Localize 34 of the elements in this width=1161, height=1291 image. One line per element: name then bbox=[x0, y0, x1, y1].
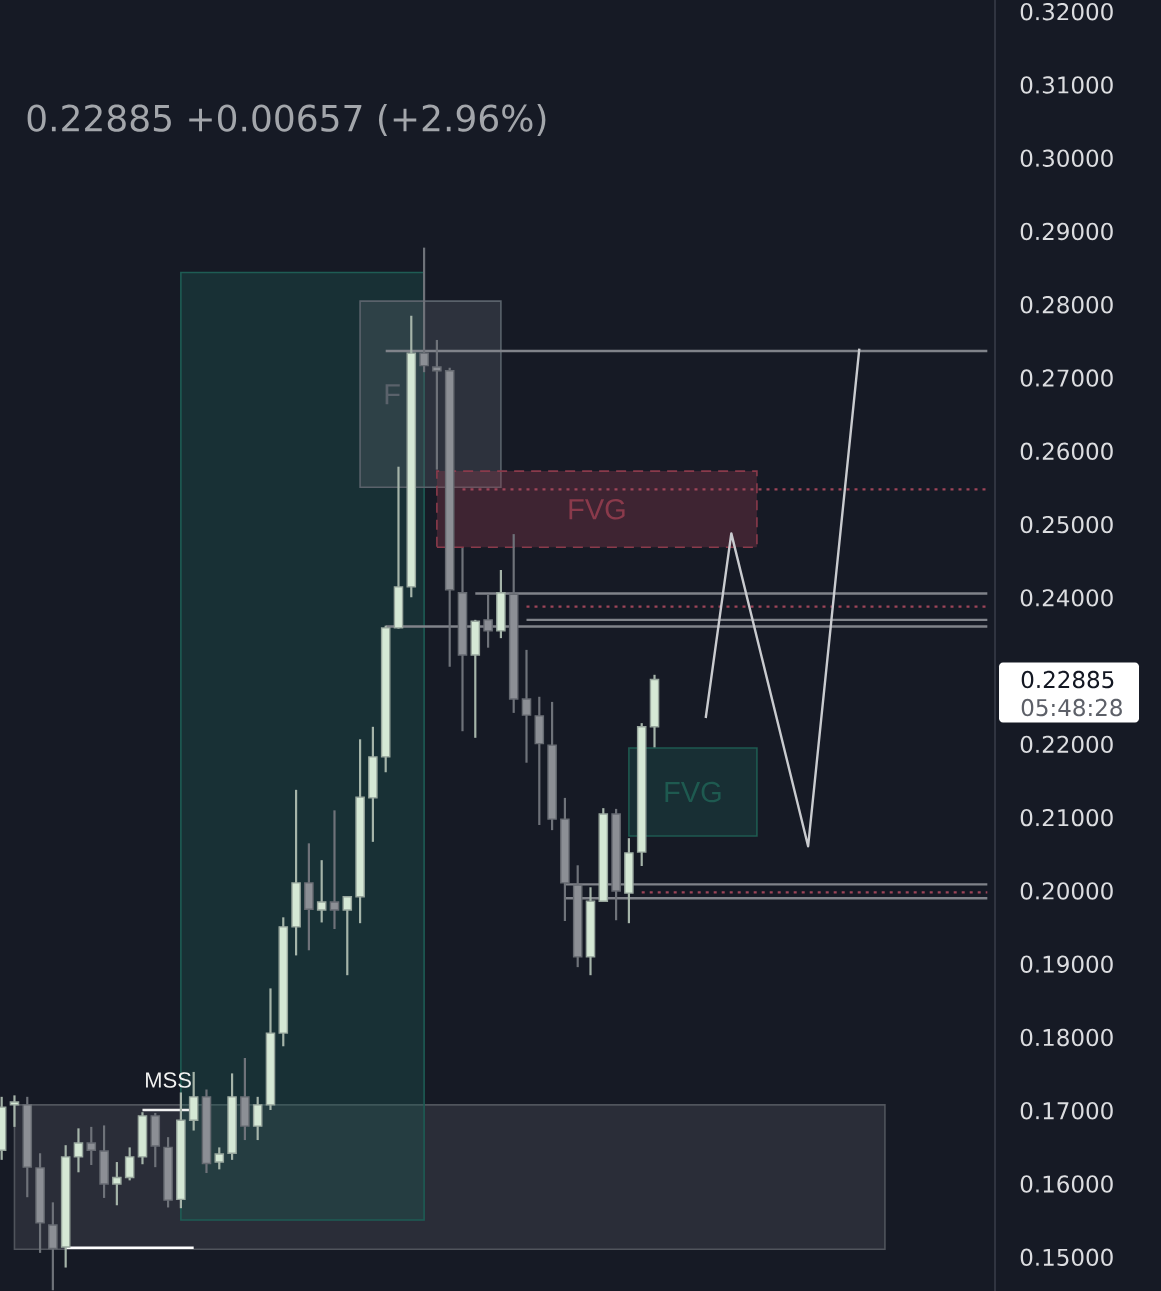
y-tick-label: 0.21000 bbox=[1020, 808, 1113, 827]
candlestick bbox=[316, 859, 327, 924]
candlestick bbox=[86, 1125, 97, 1167]
y-tick-label: 0.20000 bbox=[1020, 882, 1113, 900]
candlestick bbox=[73, 1127, 84, 1174]
y-tick-label: 0.24000 bbox=[1020, 589, 1113, 607]
candlestick bbox=[329, 809, 340, 931]
series-label: MSS bbox=[146, 1072, 191, 1088]
y-tick-label: 0.28000 bbox=[1020, 296, 1113, 314]
candlestick bbox=[521, 648, 532, 764]
candlestick bbox=[124, 1146, 135, 1182]
text: 0.22885 +0.00657 (+2.96%) bbox=[27, 103, 546, 137]
y-tick-label: 0.27000 bbox=[1020, 369, 1113, 387]
y-tick-label: 0.16000 bbox=[1020, 1175, 1113, 1193]
text: 05:48:28 bbox=[1021, 698, 1122, 717]
y-tick-label: 0.19000 bbox=[1020, 955, 1113, 973]
y-tick-label: 0.29000 bbox=[1020, 222, 1113, 241]
y-tick-label: 0.15000 bbox=[1020, 1248, 1113, 1266]
candlestick bbox=[342, 894, 353, 977]
y-tick-label: 0.26000 bbox=[1020, 442, 1113, 461]
candlestick bbox=[9, 1094, 20, 1128]
candlestick bbox=[214, 1146, 225, 1171]
y-tick-label: 0.31000 bbox=[1020, 76, 1113, 94]
legend-label: FVG bbox=[569, 498, 625, 520]
y-tick-label: 0.32000 bbox=[1020, 2, 1113, 21]
y-tick-label: 0.17000 bbox=[1020, 1102, 1113, 1120]
y-tick-label: 0.22000 bbox=[1020, 735, 1113, 754]
text: 0.22885 bbox=[1021, 670, 1114, 689]
candlestick bbox=[48, 1201, 58, 1291]
candlestick bbox=[112, 1160, 122, 1207]
candlestick bbox=[252, 1095, 263, 1142]
y-tick-label: 0.30000 bbox=[1020, 149, 1113, 167]
y-tick-label: 0.25000 bbox=[1020, 515, 1113, 534]
y-tick-label: 0.18000 bbox=[1020, 1028, 1113, 1047]
